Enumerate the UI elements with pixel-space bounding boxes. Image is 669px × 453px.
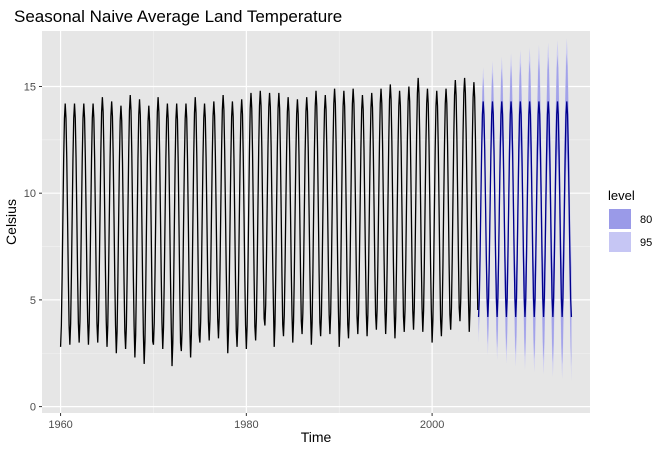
legend-title: level [608, 188, 635, 203]
legend-key-80 [609, 209, 631, 229]
x-tick-label: 1980 [234, 419, 258, 431]
axis-ticks: 0 5 10 15 1960 1980 2000 [24, 81, 445, 431]
y-axis-label: Celsius [3, 199, 19, 245]
y-tick-label: 5 [30, 295, 36, 307]
legend-key-95 [609, 232, 631, 252]
forecast-series-line [477, 101, 573, 317]
series-lines [59, 77, 573, 367]
x-tick-label: 2000 [420, 419, 444, 431]
legend-label-80: 80 [640, 214, 652, 226]
y-tick-label: 10 [24, 188, 36, 200]
chart-title: Seasonal Naive Average Land Temperature [14, 7, 342, 26]
interval-80-band [478, 53, 572, 367]
forecast-intervals [478, 38, 572, 381]
grid [42, 31, 590, 413]
x-axis-label: Time [301, 429, 332, 445]
legend-label-95: 95 [640, 237, 652, 249]
observed-series-line [59, 77, 479, 367]
y-tick-label: 0 [30, 402, 36, 414]
x-tick-label: 1960 [48, 419, 72, 431]
legend: level 80 95 [608, 188, 652, 252]
y-tick-label: 15 [24, 81, 36, 93]
